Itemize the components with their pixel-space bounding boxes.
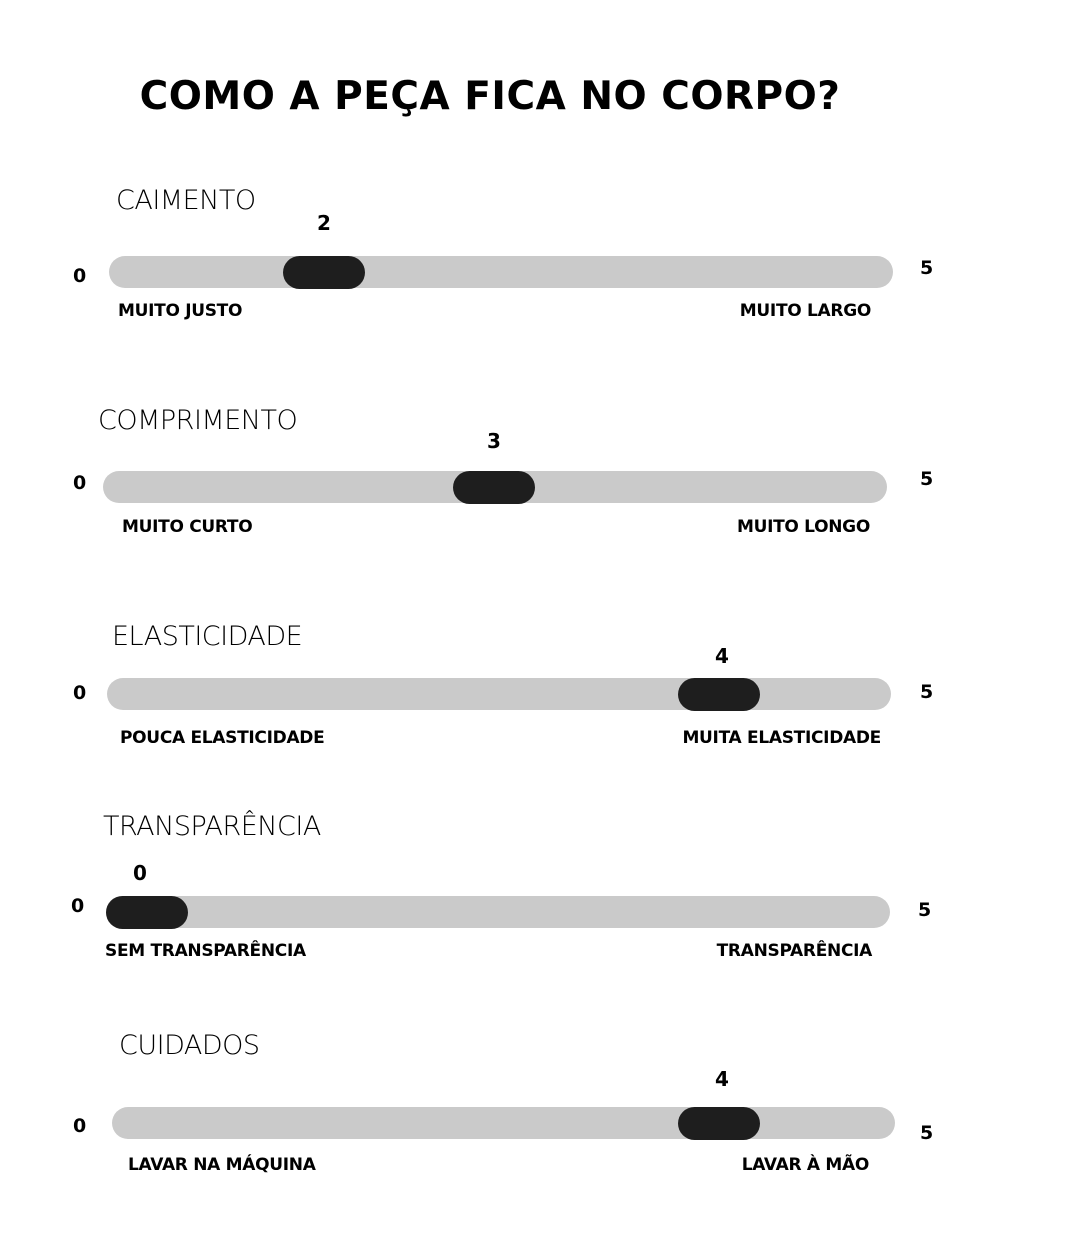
scale-min: 0 — [73, 472, 87, 494]
slider-knob[interactable] — [678, 1107, 760, 1140]
scale-max: 5 — [920, 468, 934, 490]
section-title: TRANSPARÊNCIA — [103, 811, 321, 842]
scale-min: 0 — [71, 895, 85, 917]
section-title: ELASTICIDADE — [112, 621, 303, 652]
slider-knob[interactable] — [453, 471, 535, 504]
right-label: MUITO LARGO — [739, 301, 872, 321]
section-title: COMPRIMENTO — [98, 405, 298, 436]
slider-track[interactable] — [109, 256, 893, 289]
page-title: COMO A PEÇA FICA NO CORPO? — [139, 74, 841, 119]
value-label: 4 — [715, 644, 729, 668]
right-label: MUITO LONGO — [736, 517, 870, 537]
value-label: 0 — [133, 861, 147, 885]
left-label: POUCA ELASTICIDADE — [120, 728, 325, 748]
slider-track[interactable] — [106, 896, 890, 929]
slider-track[interactable] — [107, 678, 891, 711]
section-title: CAIMENTO — [116, 185, 256, 216]
scale-max: 5 — [920, 257, 934, 279]
scale-min: 0 — [73, 1115, 87, 1137]
slider-track[interactable] — [103, 471, 887, 504]
scale-max: 5 — [920, 681, 934, 703]
scale-min: 0 — [73, 265, 87, 287]
left-label: SEM TRANSPARÊNCIA — [105, 941, 306, 961]
left-label: LAVAR NA MÁQUINA — [128, 1155, 316, 1175]
value-label: 3 — [487, 429, 501, 453]
scale-max: 5 — [920, 1122, 934, 1144]
value-label: 4 — [715, 1067, 729, 1091]
slider-knob[interactable] — [106, 896, 188, 929]
value-label: 2 — [317, 211, 331, 235]
left-label: MUITO JUSTO — [118, 301, 243, 321]
scale-max: 5 — [918, 899, 932, 921]
right-label: LAVAR À MÃO — [741, 1155, 870, 1175]
slider-track[interactable] — [112, 1107, 895, 1140]
right-label: MUITA ELASTICIDADE — [682, 728, 881, 748]
slider-knob[interactable] — [283, 256, 365, 289]
right-label: TRANSPARÊNCIA — [716, 941, 873, 961]
slider-knob[interactable] — [678, 678, 760, 711]
section-title: CUIDADOS — [119, 1030, 260, 1061]
scale-min: 0 — [73, 682, 87, 704]
left-label: MUITO CURTO — [122, 517, 253, 537]
